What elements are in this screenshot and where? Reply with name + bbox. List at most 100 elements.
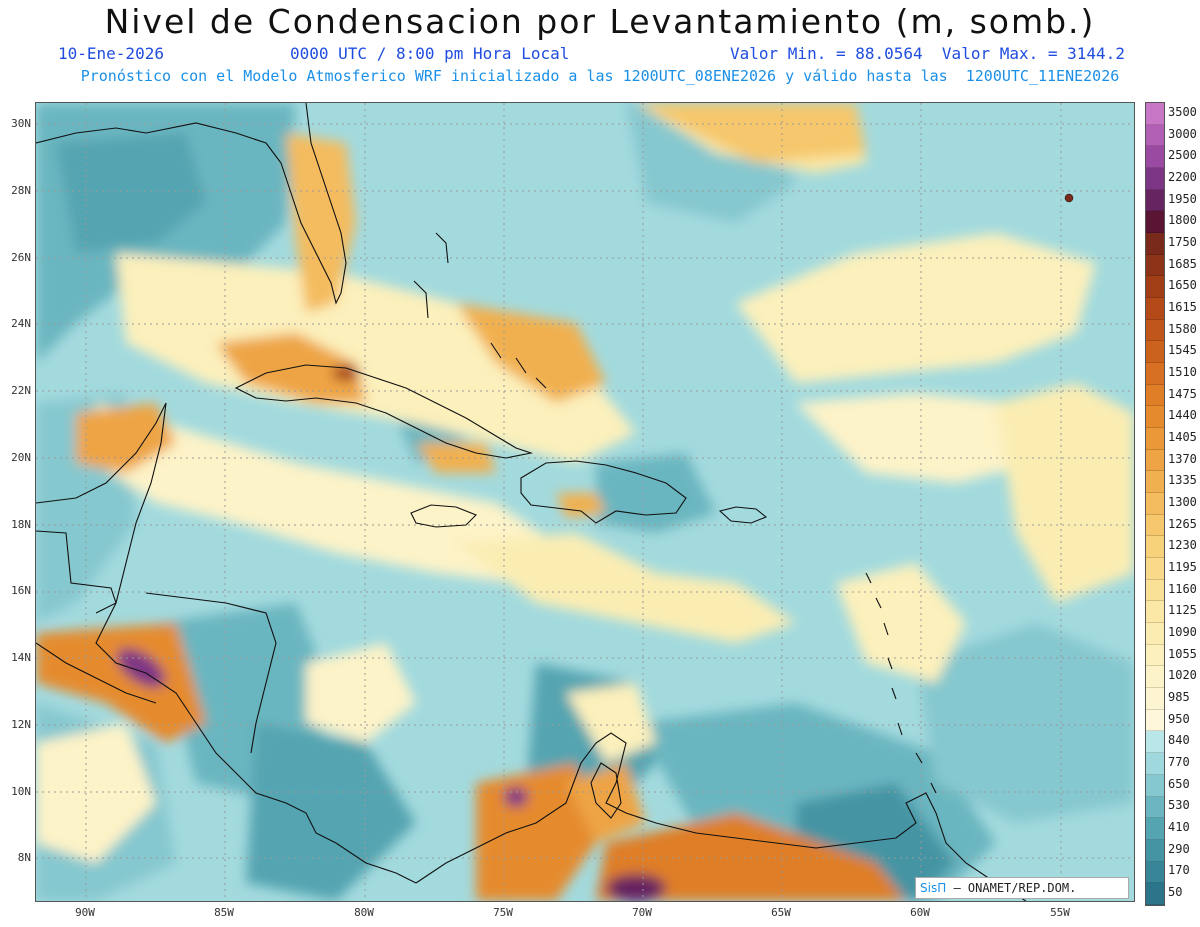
legend-swatch bbox=[1146, 471, 1164, 494]
lat-label-16n: 16N bbox=[11, 584, 31, 597]
legend-swatch bbox=[1146, 254, 1164, 277]
lon-label-80w: 80W bbox=[354, 906, 374, 919]
lon-label-60w: 60W bbox=[910, 906, 930, 919]
map-title: Nivel de Condensacion por Levantamiento … bbox=[104, 2, 1096, 41]
legend-label: 530 bbox=[1168, 798, 1190, 813]
legend-swatch bbox=[1146, 298, 1164, 320]
legend-label: 1195 bbox=[1168, 560, 1197, 575]
legend-label: 1580 bbox=[1168, 321, 1197, 336]
map-canvas bbox=[36, 103, 1134, 901]
lon-label-90w: 90W bbox=[75, 906, 95, 919]
legend-swatch bbox=[1146, 709, 1164, 732]
legend-label: 1615 bbox=[1168, 299, 1197, 314]
legend-swatch bbox=[1146, 428, 1164, 450]
legend-label: 2500 bbox=[1168, 148, 1197, 163]
legend-label: 1370 bbox=[1168, 451, 1197, 466]
legend-label: 1300 bbox=[1168, 495, 1197, 509]
legend-swatch bbox=[1146, 341, 1164, 364]
time-label: 0000 UTC / 8:00 pm Hora Local bbox=[290, 44, 570, 63]
legend-label: 1055 bbox=[1168, 646, 1197, 661]
lat-label-8n: 8N bbox=[17, 851, 31, 864]
legend-swatch bbox=[1146, 753, 1164, 775]
legend-label: 1950 bbox=[1168, 191, 1197, 206]
lat-label-10n: 10N bbox=[11, 785, 31, 798]
legend-swatch bbox=[1146, 731, 1164, 754]
lcl-map[interactable] bbox=[35, 102, 1135, 902]
legend-swatch bbox=[1146, 514, 1164, 537]
lat-label-24n: 24N bbox=[11, 317, 31, 330]
legend-swatch bbox=[1146, 774, 1164, 797]
legend-label: 1510 bbox=[1168, 364, 1197, 379]
lat-label-18n: 18N bbox=[11, 518, 31, 531]
model-description: Pronóstico con el Modelo Atmosferico WRF… bbox=[80, 67, 1120, 85]
legend-label: 1750 bbox=[1168, 234, 1197, 249]
legend-label: 985 bbox=[1168, 690, 1190, 705]
legend-label: 1020 bbox=[1168, 668, 1197, 683]
legend-swatch bbox=[1146, 493, 1164, 515]
legend-label: 1650 bbox=[1168, 278, 1197, 293]
legend-swatch bbox=[1146, 146, 1164, 169]
date-label: 10-Ene-2026 bbox=[58, 44, 164, 63]
legend-swatch bbox=[1146, 406, 1164, 429]
legend-label: 840 bbox=[1168, 733, 1190, 748]
legend-swatch bbox=[1146, 168, 1164, 190]
legend-swatch bbox=[1146, 623, 1164, 645]
legend-swatch bbox=[1146, 579, 1164, 602]
legend-swatch bbox=[1146, 818, 1164, 840]
legend-label: 1405 bbox=[1168, 429, 1197, 444]
legend-swatch bbox=[1146, 124, 1164, 147]
legend-swatch bbox=[1146, 688, 1164, 710]
minmax-label: Valor Min. = 88.0564 Valor Max. = 3144.2 bbox=[730, 44, 1125, 63]
legend-swatch bbox=[1146, 189, 1164, 212]
legend-label: 2200 bbox=[1168, 169, 1197, 184]
lon-label-70w: 70W bbox=[632, 906, 652, 919]
legend-swatch bbox=[1146, 363, 1164, 385]
legend-label: 3500 bbox=[1168, 104, 1197, 119]
legend-swatch bbox=[1146, 276, 1164, 299]
legend-swatch bbox=[1146, 536, 1164, 559]
legend-swatch bbox=[1146, 644, 1164, 667]
legend-label: 1545 bbox=[1168, 343, 1197, 358]
legend-label: 1335 bbox=[1168, 473, 1197, 488]
legend-label: 1475 bbox=[1168, 386, 1197, 401]
legend-swatch bbox=[1146, 861, 1164, 884]
lat-label-12n: 12N bbox=[11, 718, 31, 731]
legend-label: 1160 bbox=[1168, 581, 1197, 596]
coastlines bbox=[36, 103, 1027, 901]
legend-swatch bbox=[1146, 558, 1164, 580]
legend-label: 170 bbox=[1168, 863, 1190, 878]
legend-label: 1440 bbox=[1168, 408, 1197, 423]
legend-swatch bbox=[1146, 319, 1164, 342]
legend-label: 1230 bbox=[1168, 538, 1197, 553]
legend-label: 950 bbox=[1168, 711, 1190, 726]
legend-swatch bbox=[1146, 233, 1164, 255]
sispi-logo: SisΠ bbox=[920, 881, 947, 895]
color-legend bbox=[1145, 102, 1165, 906]
lon-label-85w: 85W bbox=[214, 906, 234, 919]
legend-swatch bbox=[1146, 103, 1164, 125]
lat-label-22n: 22N bbox=[11, 384, 31, 397]
legend-swatch bbox=[1146, 384, 1164, 407]
legend-swatch bbox=[1146, 839, 1164, 862]
legend-label: 1800 bbox=[1168, 213, 1197, 228]
legend-label: 1125 bbox=[1168, 603, 1197, 618]
legend-label: 650 bbox=[1168, 776, 1190, 791]
lon-label-65w: 65W bbox=[771, 906, 791, 919]
credit-box: SisΠ – ONAMET/REP.DOM. bbox=[915, 877, 1129, 899]
legend-swatch bbox=[1146, 666, 1164, 689]
lat-label-28n: 28N bbox=[11, 184, 31, 197]
legend-label: 770 bbox=[1168, 755, 1190, 770]
legend-label: 3000 bbox=[1168, 126, 1197, 141]
lcl-shading bbox=[36, 103, 1134, 901]
lat-label-20n: 20N bbox=[11, 451, 31, 464]
lat-label-14n: 14N bbox=[11, 651, 31, 664]
credit-text: – ONAMET/REP.DOM. bbox=[953, 881, 1077, 895]
legend-swatch bbox=[1146, 449, 1164, 472]
lon-label-75w: 75W bbox=[493, 906, 513, 919]
legend-swatch bbox=[1146, 883, 1164, 905]
legend-label: 1685 bbox=[1168, 256, 1197, 271]
legend-label: 1265 bbox=[1168, 516, 1197, 531]
lon-label-55w: 55W bbox=[1050, 906, 1070, 919]
max-value-marker bbox=[1064, 193, 1074, 203]
lat-label-26n: 26N bbox=[11, 251, 31, 264]
